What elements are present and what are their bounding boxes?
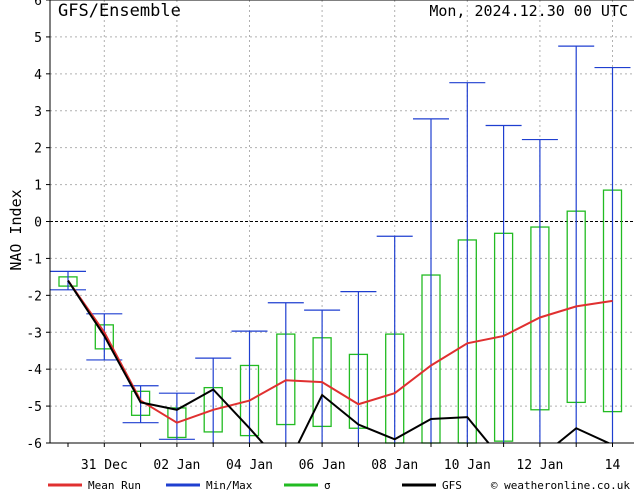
x-tick-label: 04 Jan xyxy=(226,458,273,473)
y-tick-label: 1 xyxy=(34,179,42,194)
x-tick-label: 10 Jan xyxy=(444,458,491,473)
gfs-line xyxy=(67,280,611,443)
series-lines xyxy=(67,279,613,443)
mean-run-line xyxy=(67,279,613,424)
x-tick-label: 08 Jan xyxy=(371,458,418,473)
legend-sigma-label: σ xyxy=(324,479,331,490)
y-tick-label: -3 xyxy=(26,326,42,341)
y-tick-label: -6 xyxy=(26,437,42,452)
y-tick-label: -5 xyxy=(26,400,42,415)
x-tick-label: 14 xyxy=(605,458,621,473)
y-tick-label: -1 xyxy=(26,252,42,267)
y-axis-label: NAO Index xyxy=(7,189,25,270)
x-tick-labels: 31 Dec 02 Jan 04 Jan 06 Jan 08 Jan 10 Jan 12 J… xyxy=(67,443,621,473)
y-tick-label: 4 xyxy=(34,68,42,83)
y-tick-label: 6 xyxy=(34,0,42,9)
y-tick-label: -4 xyxy=(26,363,42,378)
credit: © weatheronline.co.uk xyxy=(491,479,630,490)
y-tick-label: -2 xyxy=(26,289,42,304)
y-tick-labels: -6 -5 -4 -3 -2 -1 0 1 2 3 4 5 6 xyxy=(26,0,50,452)
y-tick-label: 2 xyxy=(34,142,42,157)
y-tick-label: 0 xyxy=(34,216,42,231)
x-tick-label: 31 Dec xyxy=(81,458,128,473)
chart-title: GFS/Ensemble xyxy=(58,1,181,21)
legend: Mean Run Min/Max σ GFS © weatheronline.c… xyxy=(48,479,630,490)
x-tick-label: 06 Jan xyxy=(299,458,346,473)
x-tick-label: 12 Jan xyxy=(516,458,563,473)
x-tick-label: 02 Jan xyxy=(153,458,200,473)
y-tick-label: 3 xyxy=(34,105,42,120)
run-date: Mon, 2024.12.30 00 UTC xyxy=(429,2,628,20)
legend-mean-run-label: Mean Run xyxy=(88,479,141,490)
legend-min-max-label: Min/Max xyxy=(206,479,253,490)
legend-gfs-label: GFS xyxy=(442,479,462,490)
y-tick-label: 5 xyxy=(34,31,42,46)
